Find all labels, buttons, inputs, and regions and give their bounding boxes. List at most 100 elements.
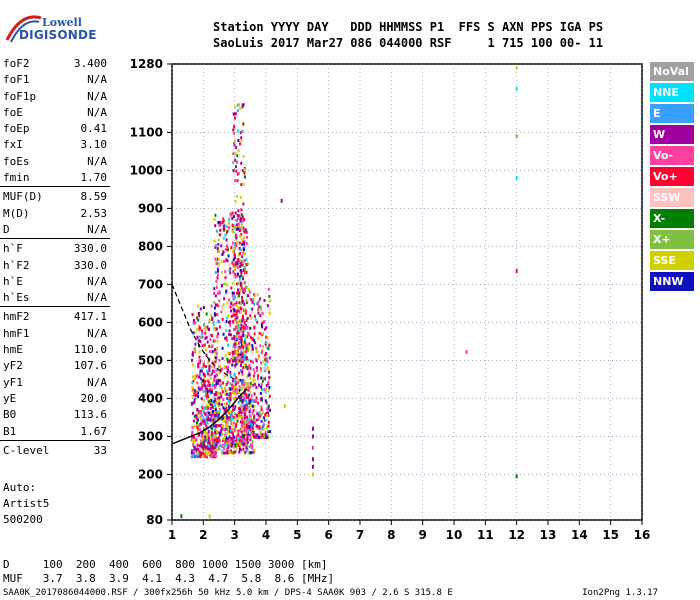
echo-point xyxy=(192,419,195,423)
echo-point xyxy=(243,291,246,295)
legend-item-noval: NoVal xyxy=(650,62,694,81)
echo-point xyxy=(191,394,194,398)
echo-point xyxy=(233,386,236,390)
echo-point xyxy=(241,227,244,231)
legend-item-vo: Vo+ xyxy=(650,167,694,186)
echo-point xyxy=(197,395,200,399)
echo-point xyxy=(214,451,217,455)
echo-point xyxy=(239,268,242,272)
echo-point xyxy=(221,424,224,428)
echo-point xyxy=(237,138,240,142)
echo-point xyxy=(253,392,256,396)
echo-point xyxy=(201,332,204,336)
y-tick-label: 400 xyxy=(138,391,163,405)
echo-point xyxy=(238,310,241,314)
echo-point xyxy=(265,411,268,415)
echo-point xyxy=(202,420,205,424)
echo-point xyxy=(237,417,240,421)
echo-point xyxy=(202,437,205,441)
echo-point xyxy=(264,390,267,394)
echo-point xyxy=(217,263,220,267)
echo-point xyxy=(255,366,258,370)
echo-point xyxy=(200,369,203,373)
param-value: N/A xyxy=(87,89,107,103)
echo-point xyxy=(218,358,221,362)
echo-point xyxy=(237,323,240,327)
echo-point xyxy=(254,314,257,318)
echo-point xyxy=(195,393,198,397)
echo-point xyxy=(257,401,260,405)
echo-point xyxy=(231,379,234,383)
echo-point xyxy=(258,299,261,303)
echo-point xyxy=(207,439,210,443)
echo-point xyxy=(260,413,263,417)
echo-point xyxy=(267,287,270,291)
echo-point xyxy=(232,168,235,172)
echo-point xyxy=(223,407,226,411)
echo-point xyxy=(197,433,200,437)
echo-point xyxy=(205,455,208,459)
echo-point xyxy=(212,455,215,459)
echo-point xyxy=(240,271,243,275)
echo-point xyxy=(229,333,232,337)
param-row-m-d-: M(D) 2.53 xyxy=(0,206,110,222)
echo-point xyxy=(242,182,245,186)
echo-point xyxy=(265,326,268,330)
echo-point xyxy=(217,269,220,273)
echo-point xyxy=(221,433,224,437)
echo-point xyxy=(232,397,235,401)
echo-point xyxy=(254,435,257,439)
echo-point xyxy=(239,252,242,256)
echo-point xyxy=(239,378,242,382)
echo-point xyxy=(251,337,254,341)
echo-point xyxy=(231,391,234,395)
echo-point xyxy=(256,434,259,438)
echo-point xyxy=(226,449,229,453)
echo-point xyxy=(280,198,283,203)
echo-point xyxy=(196,418,199,422)
echo-point xyxy=(241,316,244,320)
echo-point xyxy=(243,322,246,326)
echo-point xyxy=(227,443,230,447)
echo-point xyxy=(225,435,228,439)
echo-point xyxy=(253,382,256,386)
param-divider xyxy=(0,238,110,241)
echo-point xyxy=(212,451,215,455)
echo-point xyxy=(243,230,246,234)
echo-point xyxy=(192,387,195,391)
param-value: N/A xyxy=(87,375,107,389)
echo-point xyxy=(213,411,216,415)
echo-point xyxy=(228,263,231,267)
echo-point xyxy=(247,331,250,335)
echo-point xyxy=(209,449,212,453)
echo-point xyxy=(218,402,221,406)
echo-point xyxy=(256,374,259,378)
echo-point xyxy=(217,439,220,443)
x-tick-label: 2 xyxy=(199,528,207,542)
echo-point xyxy=(515,474,518,479)
echo-point xyxy=(190,358,193,362)
echo-point xyxy=(264,342,267,346)
echo-point xyxy=(232,258,235,262)
echo-point xyxy=(247,433,250,437)
echo-point xyxy=(209,388,212,392)
echo-point xyxy=(241,421,244,425)
param-label: foEp xyxy=(3,122,30,136)
echo-point xyxy=(194,447,197,451)
echo-point xyxy=(248,290,251,294)
trace-solid-line xyxy=(171,388,248,445)
echo-point xyxy=(238,410,241,414)
echo-point xyxy=(235,310,238,314)
x-tick-label: 11 xyxy=(477,528,494,542)
x-tick-label: 7 xyxy=(356,528,364,542)
echo-point xyxy=(235,218,238,222)
echo-point xyxy=(241,299,244,303)
echo-point xyxy=(230,428,233,432)
echo-point xyxy=(202,372,205,376)
echo-point xyxy=(249,403,252,407)
echo-point xyxy=(262,424,265,428)
echo-point xyxy=(198,422,201,426)
echo-point xyxy=(244,379,247,383)
echo-point xyxy=(251,426,254,430)
echo-point xyxy=(211,405,214,409)
